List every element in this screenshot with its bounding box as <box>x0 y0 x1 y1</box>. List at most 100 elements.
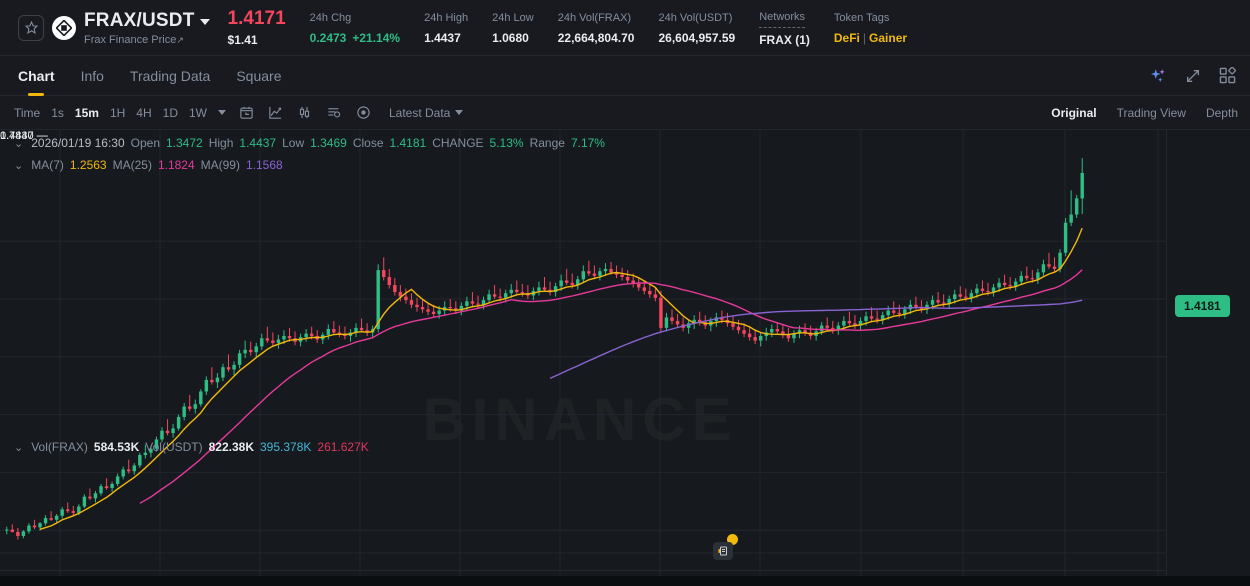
stat-24h-vol-frax: 24h Vol(FRAX) 22,664,804.70 <box>558 10 635 45</box>
legend-close-value: 1.4181 <box>389 136 427 150</box>
frax-coin-icon <box>52 15 76 40</box>
pair-subtitle-text: Frax Finance Price <box>84 33 177 46</box>
token-tag-gainer[interactable]: Gainer <box>869 31 908 45</box>
chart-plot <box>5 158 1084 540</box>
chevron-down-icon[interactable]: ⌄ <box>14 441 24 454</box>
legend-open-value: 1.3472 <box>166 136 203 150</box>
market-header: FRAX/USDT Frax Finance Price↗ 1.4171 $1.… <box>0 0 1250 56</box>
stat-24h-chg: 24h Chg 0.2473 +21.14% <box>310 10 400 45</box>
price-axis[interactable]: 1.4181 <box>1166 130 1250 586</box>
indicators-icon[interactable] <box>326 105 342 120</box>
event-dot-icon <box>727 534 738 545</box>
pair-name: FRAX/USDT <box>84 9 195 31</box>
ai-sparkle-icon[interactable] <box>1149 67 1167 85</box>
pair-subtitle[interactable]: Frax Finance Price↗ <box>84 34 210 46</box>
chart-view-switcher: Original Trading View Depth <box>1051 106 1238 120</box>
tab-trading-data[interactable]: Trading Data <box>130 56 210 96</box>
stat-24h-low: 24h Low 1.0680 <box>492 10 534 45</box>
tab-chart[interactable]: Chart <box>18 56 55 96</box>
line-chart-icon[interactable] <box>268 105 283 120</box>
tab-label: Chart <box>18 67 55 84</box>
ma7-label: MA(7) <box>31 158 64 172</box>
chart-toolbar: Time 1s 15m 1H 4H 1D 1W <box>0 96 1250 130</box>
vol-frax-value: 584.53K <box>93 440 140 454</box>
stat-label: 24h Low <box>492 12 534 24</box>
legend-high-value: 1.4437 <box>239 136 277 150</box>
target-icon[interactable] <box>356 105 371 120</box>
legend-change-value: 5.13% <box>489 136 524 150</box>
legend-close-label: Close <box>352 136 384 150</box>
legend-low-label: Low <box>282 136 305 150</box>
interval-4h[interactable]: 4H <box>136 105 152 120</box>
layout-grid-icon[interactable] <box>1219 67 1236 84</box>
news-badge-icon[interactable] <box>713 542 733 560</box>
candlestick-icon[interactable] <box>297 105 312 120</box>
vol-usdt-label: Vol(USDT) <box>145 440 203 454</box>
chevron-down-icon[interactable]: ⌄ <box>14 159 24 172</box>
expand-icon[interactable] <box>1185 68 1201 84</box>
view-trading-view[interactable]: Trading View <box>1116 105 1186 120</box>
view-original[interactable]: Original <box>1051 105 1097 120</box>
chevron-down-icon[interactable]: ⌄ <box>14 137 24 150</box>
chevron-down-icon[interactable] <box>217 110 226 115</box>
vol-frax-label: Vol(FRAX) <box>31 440 88 454</box>
volume-legend: ⌄ Vol(FRAX) 584.53K Vol(USDT) 822.38K 39… <box>14 440 369 454</box>
stat-24h-high: 24h High 1.4437 <box>424 10 468 45</box>
main-tabs: Chart Info Trading Data Square <box>0 56 1250 96</box>
tab-square[interactable]: Square <box>236 56 281 96</box>
ma7-value: 1.2563 <box>69 158 107 172</box>
chevron-down-icon[interactable] <box>199 18 210 25</box>
tab-info[interactable]: Info <box>81 56 104 96</box>
ma99-value: 1.1568 <box>245 158 283 172</box>
latest-data-label: Latest Data <box>388 105 451 120</box>
networks-value: FRAX (1) <box>759 32 810 47</box>
ma25-label: MA(25) <box>112 158 152 172</box>
stat-token-tags: Token Tags DeFi | Gainer <box>834 10 907 45</box>
stat-label: 24h Vol(USDT) <box>658 12 733 24</box>
legend-low-value: 1.3469 <box>310 136 347 150</box>
ma25-value: 1.1824 <box>157 158 195 172</box>
toolbar-time-label[interactable]: Time <box>14 105 41 120</box>
tab-label: Square <box>236 67 282 84</box>
tab-label: Info <box>80 67 104 84</box>
latest-data-dropdown[interactable]: Latest Data <box>388 105 464 120</box>
interval-1w[interactable]: 1W <box>188 105 207 120</box>
vol-ma-pink-value: 261.627K <box>317 440 369 454</box>
ma99-label: MA(99) <box>200 158 240 172</box>
marker-leader-line: — <box>36 130 48 142</box>
tag-separator: | <box>862 31 867 45</box>
stat-value: 1.0680 <box>492 31 529 45</box>
vol-usdt-value: 822.38K <box>208 440 254 454</box>
high-marker-value: 1.4437 <box>0 130 34 142</box>
interval-1s[interactable]: 1s <box>51 105 64 120</box>
token-tags-label: Token Tags <box>833 12 890 24</box>
interval-1d[interactable]: 1D <box>162 105 178 120</box>
current-price-badge: 1.4181 <box>1175 295 1230 317</box>
stat-networks[interactable]: Networks FRAX (1) <box>759 9 810 47</box>
calendar-icon[interactable] <box>239 105 254 120</box>
tab-action-icons <box>1149 67 1236 85</box>
legend-high-label: High <box>208 136 234 150</box>
interval-15m[interactable]: 15m <box>74 105 99 120</box>
low-price-marker: 0.7840 — <box>0 130 48 142</box>
stat-value: 26,604,957.59 <box>658 31 736 45</box>
stat-label: 24h Chg <box>309 12 352 24</box>
interval-1h[interactable]: 1H <box>109 105 126 120</box>
stat-value: 22,664,804.70 <box>557 31 635 45</box>
legend-change-label: CHANGE <box>432 136 484 150</box>
stat-label: 24h Vol(FRAX) <box>557 12 632 24</box>
stat-value: 0.2473 <box>309 31 347 45</box>
last-price: 1.4171 <box>227 8 286 29</box>
pair-block[interactable]: FRAX/USDT Frax Finance Price↗ <box>84 10 210 46</box>
legend-range-label: Range <box>529 136 565 150</box>
marker-leader-line: — <box>36 130 48 142</box>
stat-value-pct: +21.14% <box>352 31 401 45</box>
chart-canvas[interactable]: BINANCE ⌄ 2026/01/19 16:30 Open 1.3472 H… <box>0 130 1250 586</box>
token-tag-defi[interactable]: DeFi <box>833 31 860 45</box>
networks-label: Networks <box>759 9 806 28</box>
last-price-block: 1.4171 $1.41 <box>228 8 286 47</box>
view-depth[interactable]: Depth <box>1205 105 1238 120</box>
legend-datetime: 2026/01/19 16:30 <box>31 136 125 150</box>
vol-ma-cyan-value: 395.378K <box>260 440 312 454</box>
favorite-star-icon[interactable] <box>18 14 44 41</box>
